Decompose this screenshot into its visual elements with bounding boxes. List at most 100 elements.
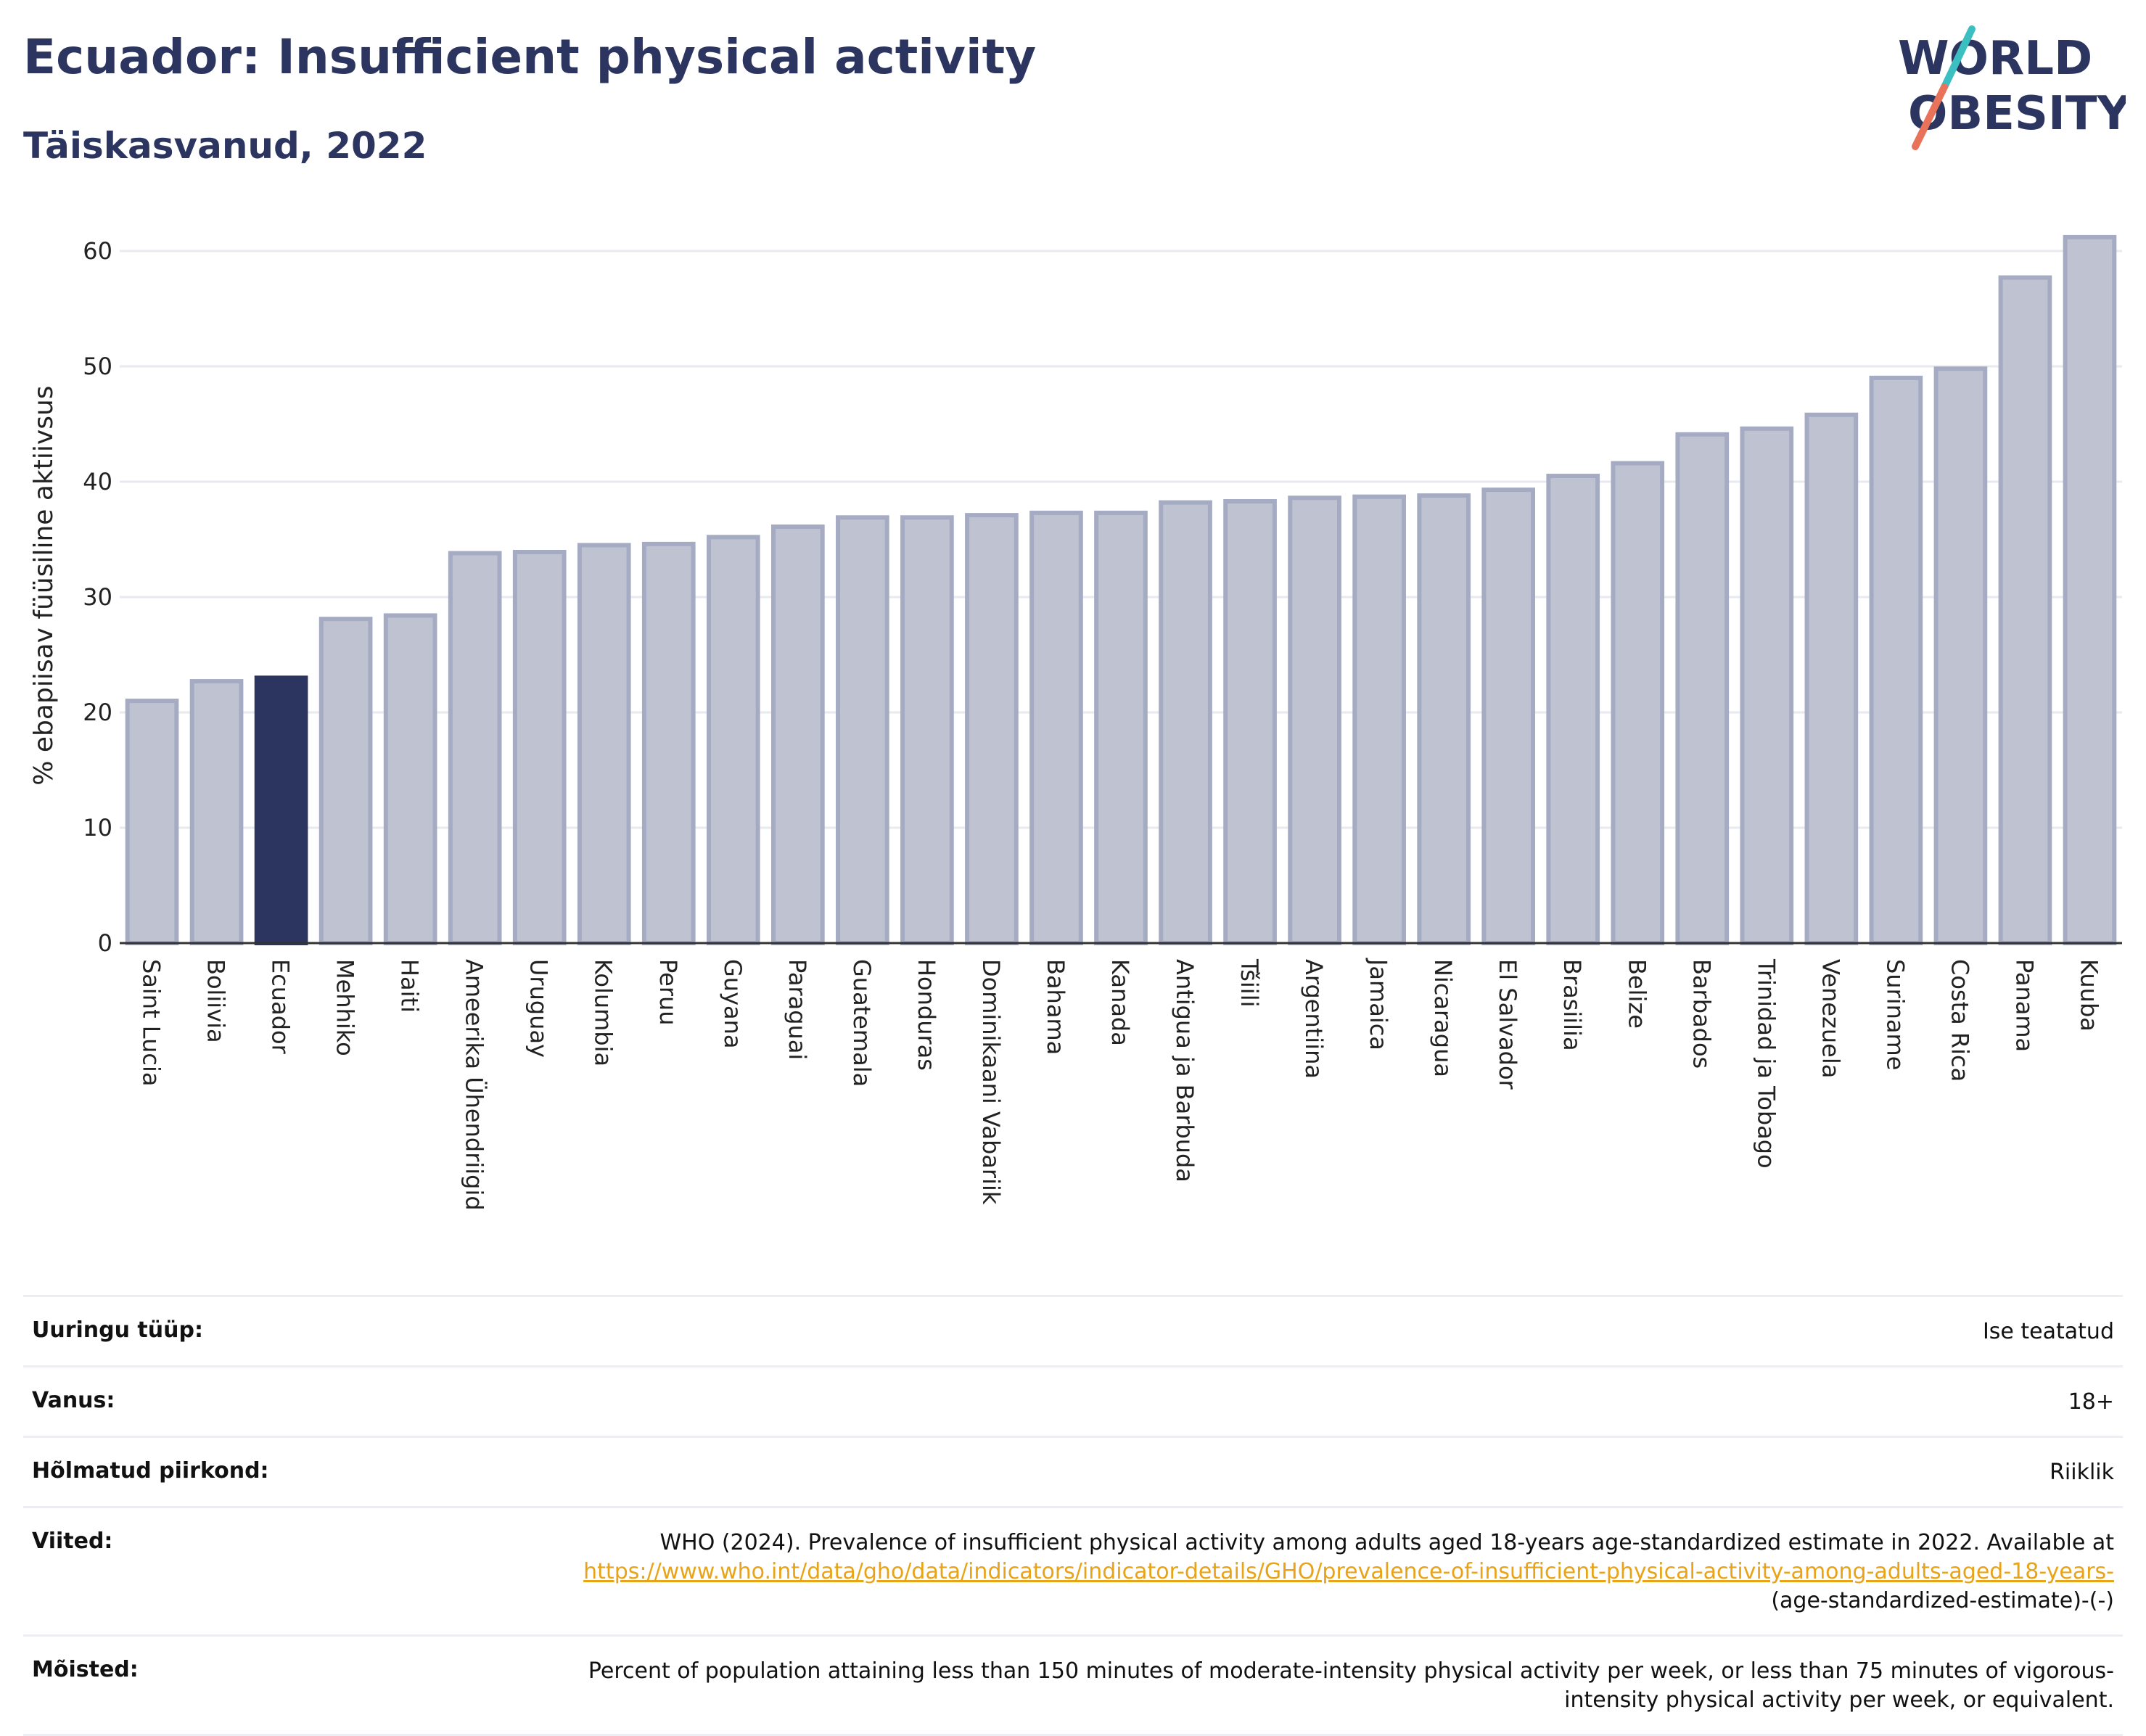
bar <box>448 551 502 945</box>
x-category-label: Venezuela <box>1817 959 1844 1078</box>
y-tick-label: 10 <box>83 814 112 842</box>
meta-key: Vanus: <box>32 1388 115 1413</box>
bar <box>1933 366 1988 945</box>
meta-value: Riiklik <box>2050 1460 2114 1485</box>
bar <box>1546 474 1600 945</box>
x-category-label: Saint Lucia <box>138 959 165 1086</box>
bar <box>965 513 1019 945</box>
bar <box>512 549 567 945</box>
bar <box>577 543 631 945</box>
meta-row-references: Viited: WHO (2024). Prevalence of insuff… <box>23 1506 2123 1634</box>
references-value: WHO (2024). Prevalence of insufficient p… <box>554 1529 2114 1616</box>
y-tick-label: 60 <box>83 237 112 265</box>
y-tick-label: 20 <box>83 699 112 726</box>
x-category-label: Guatemala <box>848 959 876 1087</box>
x-category-label: Ameerika Ühendriigid <box>461 959 488 1211</box>
x-category-label: Argentiina <box>1300 959 1328 1079</box>
bar <box>1223 499 1277 945</box>
x-category-label: Suriname <box>1881 959 1909 1070</box>
x-category-label: Kolumbia <box>590 959 617 1066</box>
bar <box>1159 500 1212 945</box>
references-suffix: (age-standardized-estimate)-(-) <box>1771 1588 2114 1613</box>
meta-row-age: Vanus: 18+ <box>23 1365 2123 1436</box>
y-axis-label: % ebapiisav füüsiline aktiivsus <box>29 385 59 785</box>
y-tick-label: 40 <box>83 468 112 495</box>
bar <box>2063 234 2117 946</box>
meta-value: 18+ <box>2068 1389 2114 1415</box>
bar <box>1352 494 1406 945</box>
references-link[interactable]: https://www.who.int/data/gho/data/indica… <box>583 1559 2114 1584</box>
y-tick-label: 30 <box>83 583 112 611</box>
x-category-label: Dominikaani Vabariik <box>977 959 1005 1205</box>
x-category-label: Boliivia <box>202 959 230 1043</box>
bar-highlighted <box>254 675 308 945</box>
logo-line1: WORLD <box>1898 32 2092 86</box>
meta-value: Ise teatatud <box>1982 1319 2114 1344</box>
bar <box>318 617 373 946</box>
x-category-label: Jamaica <box>1365 958 1392 1050</box>
logo-slash-top <box>1941 25 1976 91</box>
x-category-label: El Salvador <box>1494 959 1521 1090</box>
y-tick-label: 0 <box>98 929 112 957</box>
meta-key: Hõlmatud piirkond: <box>32 1458 269 1484</box>
x-category-label: Guyana <box>719 959 747 1049</box>
x-category-label: Brasiilia <box>1558 959 1586 1051</box>
bar <box>189 679 244 945</box>
bar <box>771 524 825 945</box>
x-category-label: Honduras <box>913 959 940 1071</box>
bar <box>1675 432 1730 945</box>
x-category-label: Mehhiko <box>332 959 359 1056</box>
y-tick-label: 50 <box>83 353 112 380</box>
bar <box>1029 510 1083 945</box>
logo-slash-bottom <box>1912 83 1948 150</box>
x-axis-categories: Saint Lucia Boliivia Ecuador Mehhiko Haiti Am… <box>138 958 2103 1211</box>
x-category-label: Kuuba <box>2075 959 2102 1032</box>
bar <box>125 699 179 945</box>
bar <box>1611 461 1665 945</box>
x-category-label: Bahama <box>1042 959 1069 1055</box>
x-category-label: Panama <box>2010 959 2038 1052</box>
meta-key: Mõisted: <box>32 1657 139 1682</box>
bar <box>836 515 889 945</box>
x-category-label: Kanada <box>1106 959 1134 1046</box>
bar <box>1417 493 1471 945</box>
x-category-label: Nicaragua <box>1429 959 1457 1077</box>
x-category-label: Paraguai <box>784 959 811 1060</box>
metadata-table: Uuringu tüüp: Ise teatatud Vanus: 18+ Hõ… <box>23 1295 2123 1736</box>
meta-key: Uuringu tüüp: <box>32 1317 203 1343</box>
bar <box>1481 488 1536 945</box>
x-category-label: Tšiili <box>1236 958 1263 1007</box>
x-category-label: Haiti <box>396 959 424 1013</box>
x-category-label: Ecuador <box>267 959 295 1055</box>
logo-line2: OBESITY <box>1908 87 2126 141</box>
x-category-label: Belize <box>1623 959 1650 1029</box>
x-category-label: Uruguay <box>525 959 553 1058</box>
bar <box>1804 412 1859 945</box>
bars <box>125 234 2117 946</box>
x-category-label: Antigua ja Barbuda <box>1171 959 1199 1182</box>
meta-value: Percent of population attaining less tha… <box>588 1658 2114 1713</box>
bar <box>900 515 954 945</box>
meta-row-definitions: Mõisted: Percent of population attaining… <box>23 1634 2123 1736</box>
bar <box>1998 275 2052 945</box>
bar <box>383 613 437 945</box>
bar-chart: 0 10 20 30 40 50 60 Saint Lucia Boliivia Ecuador… <box>29 234 2122 1211</box>
x-category-label: Costa Rica <box>1946 959 1973 1082</box>
bar <box>1288 495 1341 945</box>
x-category-label: Barbados <box>1687 959 1715 1069</box>
meta-row-coverage: Hõlmatud piirkond: Riiklik <box>23 1436 2123 1506</box>
world-obesity-logo: WORLD OBESITY <box>1898 25 2126 150</box>
x-category-label: Trinidad ja Tobago <box>1752 958 1780 1169</box>
chart-title: Ecuador: Insufficient physical activity <box>23 29 1037 85</box>
bar <box>1869 375 1923 945</box>
x-category-label: Peruu <box>654 959 682 1026</box>
meta-key: Viited: <box>32 1529 113 1554</box>
bar <box>1740 426 1794 945</box>
y-axis-ticks: 0 10 20 30 40 50 60 <box>83 237 112 957</box>
bar <box>706 535 760 945</box>
meta-row-survey-type: Uuringu tüüp: Ise teatatud <box>23 1295 2123 1365</box>
bar <box>1094 510 1148 945</box>
chart-subtitle: Täiskasvanud, 2022 <box>23 125 427 167</box>
references-text: WHO (2024). Prevalence of insufficient p… <box>659 1530 2114 1555</box>
bar <box>641 541 696 945</box>
